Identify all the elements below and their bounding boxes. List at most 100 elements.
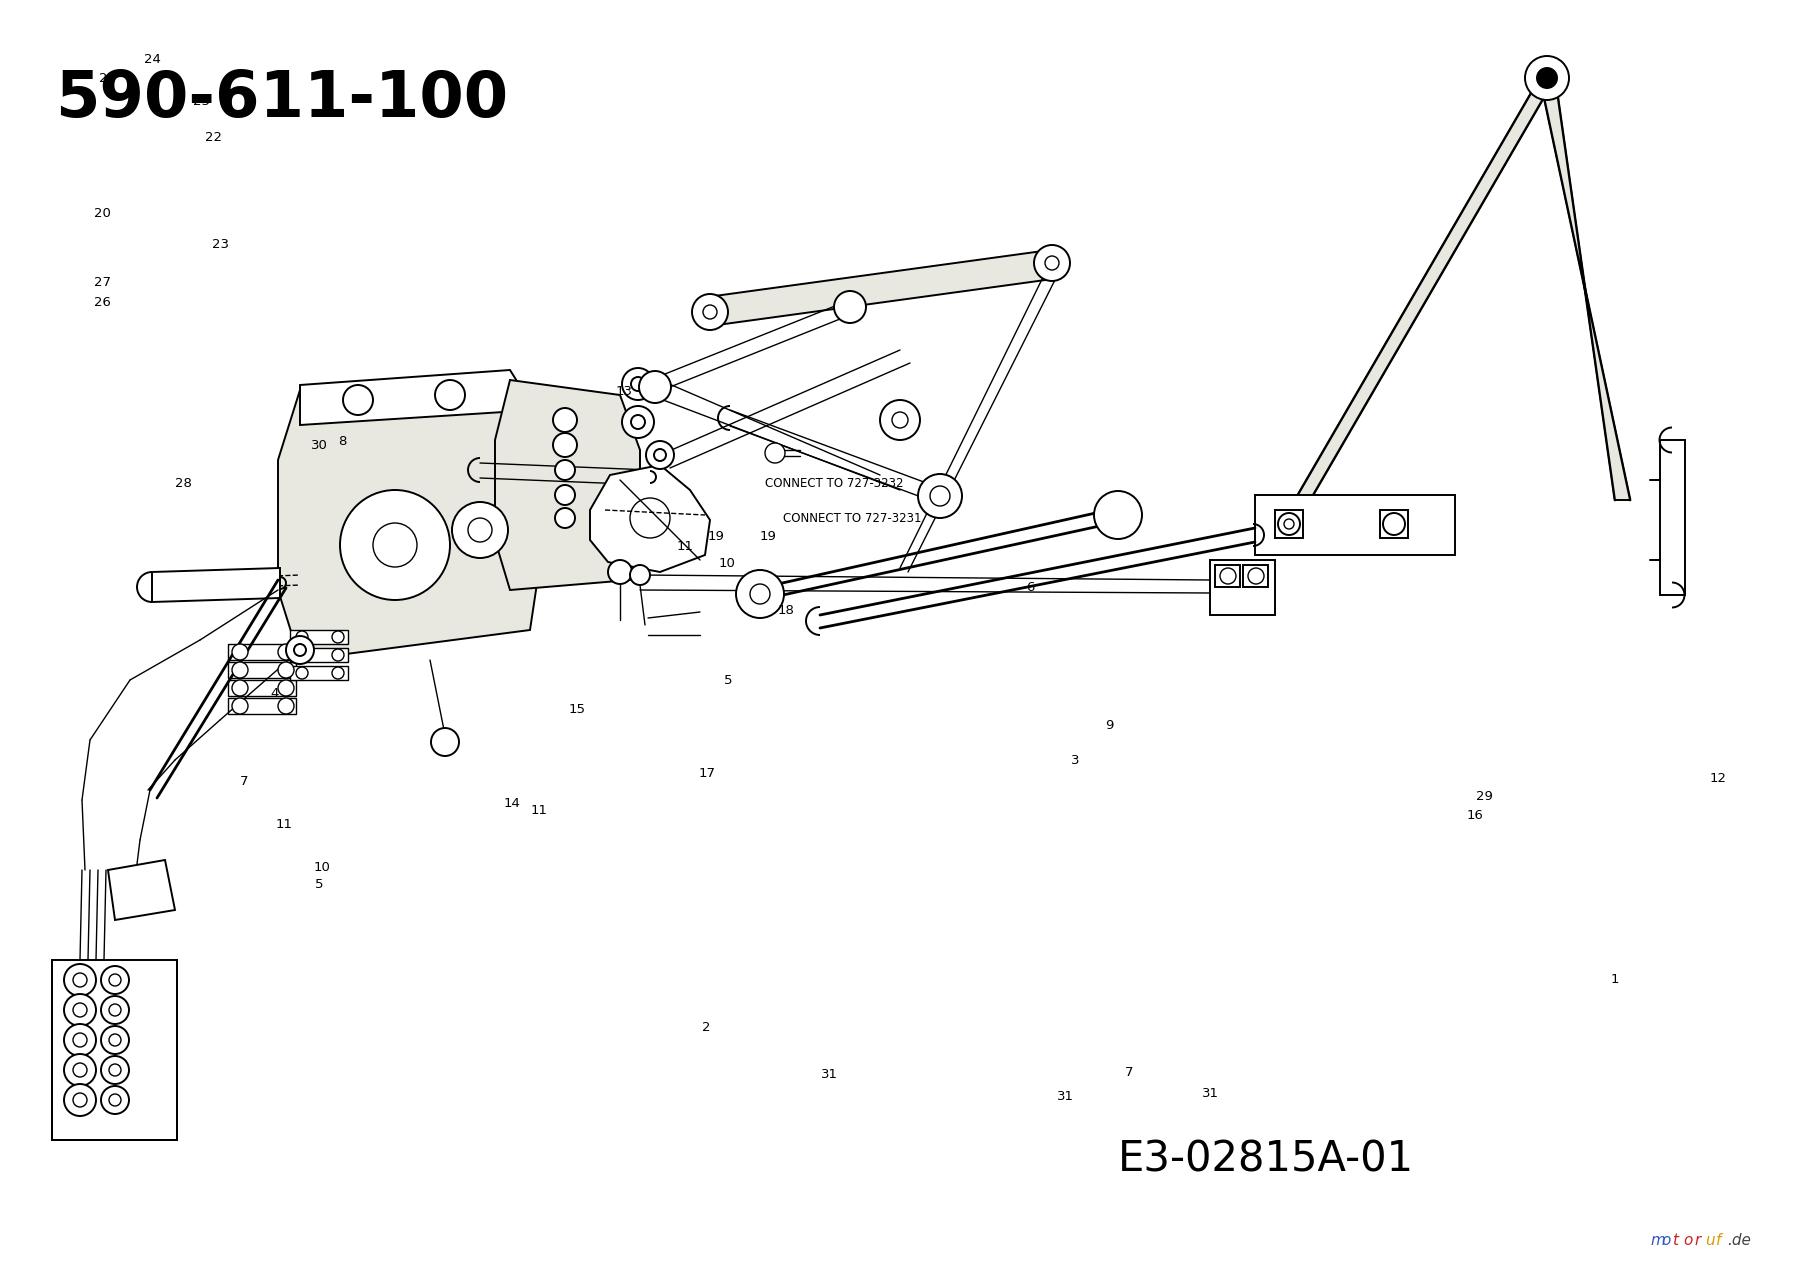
- Circle shape: [751, 584, 770, 604]
- Polygon shape: [700, 251, 1060, 326]
- Circle shape: [931, 486, 950, 506]
- Circle shape: [430, 728, 459, 756]
- Text: 31: 31: [1202, 1088, 1219, 1100]
- Circle shape: [65, 1054, 95, 1086]
- Text: CONNECT TO 727-3231: CONNECT TO 727-3231: [783, 513, 922, 525]
- Text: 22: 22: [205, 131, 221, 144]
- Bar: [229, 681, 295, 696]
- Text: 28: 28: [175, 477, 191, 490]
- Text: t: t: [1672, 1233, 1678, 1248]
- Text: 24: 24: [144, 53, 160, 66]
- Circle shape: [295, 667, 308, 679]
- Text: 31: 31: [1057, 1090, 1073, 1103]
- Bar: [290, 647, 347, 661]
- Bar: [229, 661, 295, 678]
- Circle shape: [373, 523, 418, 567]
- Circle shape: [468, 518, 491, 542]
- Text: 13: 13: [616, 385, 632, 398]
- Text: 27: 27: [94, 276, 110, 289]
- Text: o: o: [1661, 1233, 1670, 1248]
- Circle shape: [623, 368, 653, 399]
- Circle shape: [277, 681, 293, 696]
- Bar: [1660, 440, 1685, 595]
- Bar: [229, 644, 295, 660]
- Circle shape: [646, 441, 673, 469]
- Polygon shape: [151, 569, 281, 602]
- Circle shape: [1247, 569, 1264, 584]
- Bar: [1215, 565, 1240, 586]
- Circle shape: [632, 415, 644, 429]
- Circle shape: [1525, 56, 1570, 100]
- Circle shape: [880, 399, 920, 440]
- Bar: [1255, 495, 1454, 555]
- Circle shape: [286, 636, 313, 664]
- Circle shape: [101, 1056, 130, 1084]
- Text: 20: 20: [94, 207, 110, 220]
- Circle shape: [918, 474, 961, 518]
- Circle shape: [1537, 67, 1557, 88]
- Circle shape: [554, 460, 574, 480]
- Circle shape: [110, 1094, 121, 1105]
- Text: f: f: [1715, 1233, 1721, 1248]
- Circle shape: [553, 432, 578, 457]
- Circle shape: [101, 965, 130, 993]
- Circle shape: [554, 508, 574, 528]
- Text: 12: 12: [1710, 772, 1726, 785]
- Text: 1: 1: [1611, 973, 1620, 986]
- Text: 17: 17: [698, 767, 715, 780]
- Circle shape: [632, 377, 644, 391]
- Polygon shape: [590, 466, 709, 572]
- Circle shape: [554, 485, 574, 505]
- Polygon shape: [1294, 78, 1555, 500]
- Text: 11: 11: [677, 541, 693, 553]
- Circle shape: [101, 996, 130, 1024]
- Text: 15: 15: [569, 703, 585, 716]
- Bar: [1210, 560, 1274, 614]
- Text: 18: 18: [778, 604, 794, 617]
- Bar: [1244, 565, 1267, 586]
- Text: 26: 26: [94, 296, 110, 309]
- Circle shape: [293, 644, 306, 656]
- Circle shape: [110, 1063, 121, 1076]
- Circle shape: [653, 449, 666, 460]
- Circle shape: [331, 631, 344, 644]
- Text: 14: 14: [504, 798, 520, 810]
- Text: 29: 29: [1476, 790, 1492, 803]
- Circle shape: [893, 412, 907, 427]
- Circle shape: [74, 1004, 86, 1018]
- Circle shape: [1094, 491, 1141, 539]
- Circle shape: [277, 661, 293, 678]
- Circle shape: [639, 371, 671, 403]
- Text: 10: 10: [313, 861, 329, 874]
- Circle shape: [74, 1033, 86, 1047]
- Text: 23: 23: [212, 238, 229, 251]
- Circle shape: [553, 408, 578, 432]
- Text: 7: 7: [239, 775, 248, 787]
- Circle shape: [232, 698, 248, 714]
- Circle shape: [1220, 569, 1237, 584]
- Circle shape: [704, 305, 716, 319]
- Bar: [1274, 510, 1303, 538]
- Circle shape: [1382, 513, 1406, 536]
- Text: 4: 4: [270, 687, 279, 700]
- Text: 16: 16: [1467, 809, 1483, 822]
- Circle shape: [1278, 513, 1300, 536]
- Text: .de: .de: [1726, 1233, 1751, 1248]
- Circle shape: [1046, 256, 1058, 270]
- Text: 25: 25: [193, 95, 209, 108]
- Circle shape: [65, 1024, 95, 1056]
- Text: E3-02815A-01: E3-02815A-01: [1118, 1138, 1415, 1180]
- Circle shape: [608, 560, 632, 584]
- Polygon shape: [1541, 78, 1631, 500]
- Text: 11: 11: [531, 804, 547, 817]
- Text: r: r: [1694, 1233, 1701, 1248]
- Polygon shape: [108, 860, 175, 920]
- Text: u: u: [1705, 1233, 1715, 1248]
- Bar: [290, 667, 347, 681]
- Circle shape: [765, 443, 785, 463]
- Circle shape: [65, 964, 95, 996]
- Circle shape: [232, 644, 248, 660]
- Circle shape: [436, 380, 464, 410]
- Circle shape: [74, 973, 86, 987]
- Polygon shape: [301, 370, 535, 425]
